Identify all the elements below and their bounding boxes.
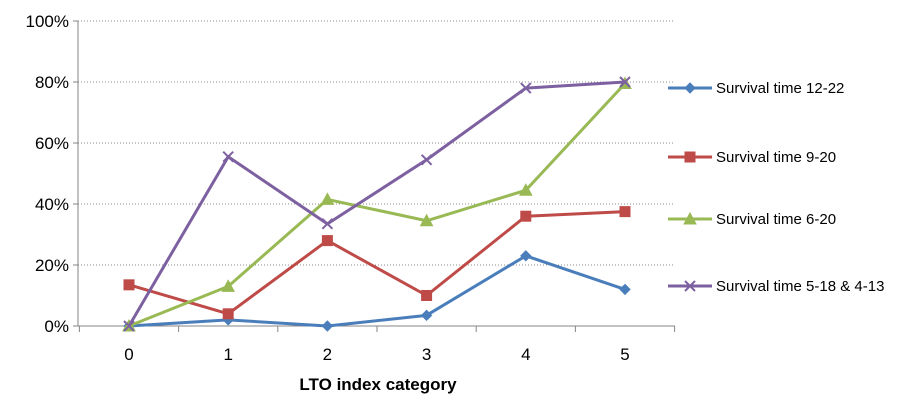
axes	[77, 21, 675, 327]
x-tick-label: 4	[521, 345, 530, 364]
data-point	[520, 210, 532, 222]
legend-marker	[684, 151, 696, 163]
series-line	[127, 80, 626, 327]
y-tick-label: 40%	[35, 195, 69, 214]
y-tick-label: 60%	[35, 134, 69, 153]
data-point	[123, 279, 135, 291]
data-point	[222, 151, 234, 163]
data-point	[222, 308, 234, 320]
legend-item-1: Survival time 12-22	[668, 80, 844, 97]
x-axis-ticks: 0 1 2 3 4 5	[78, 326, 676, 364]
legend-item-3: Survival time 6-20	[668, 211, 836, 228]
series-line	[128, 210, 626, 316]
data-point	[419, 213, 434, 227]
grid-lines	[78, 20, 675, 266]
data-point	[520, 82, 532, 94]
y-tick-label: 0%	[44, 317, 69, 336]
data-point	[619, 76, 631, 88]
legend-marker	[684, 82, 696, 94]
y-axis-ticks: 0% 20% 40% 60% 80% 100%	[26, 12, 78, 336]
legend-label: Survival time 5-18 & 4-13	[716, 278, 884, 295]
data-point	[619, 283, 631, 296]
data-point	[321, 235, 333, 247]
series-1	[123, 250, 631, 332]
legend-label: Survival time 6-20	[716, 211, 836, 228]
legend-item-4: Survival time 5-18 & 4-13	[668, 278, 884, 295]
legend-label: Survival time 9-20	[716, 149, 836, 166]
series-group	[122, 76, 632, 332]
data-point	[520, 250, 532, 262]
x-tick-label: 2	[323, 345, 332, 364]
x-tick-label: 0	[124, 345, 133, 364]
data-point	[420, 309, 433, 322]
legend-marker	[684, 280, 696, 292]
x-tick-label: 3	[422, 345, 431, 364]
series-line	[128, 254, 626, 328]
data-point	[321, 218, 334, 230]
legend: Survival time 12-22 Survival time 9-20 Sur…	[668, 80, 884, 295]
series-2	[123, 206, 631, 320]
y-tick-label: 80%	[35, 73, 69, 92]
data-point	[619, 206, 631, 218]
data-point	[320, 192, 335, 205]
data-point	[420, 154, 433, 166]
data-point	[421, 290, 433, 301]
series-line	[128, 82, 627, 328]
legend-marker	[683, 211, 697, 225]
series-4	[123, 76, 631, 332]
y-tick-label: 100%	[26, 12, 69, 31]
x-tick-label: 1	[223, 345, 232, 364]
data-point	[518, 183, 533, 196]
x-axis-title: LTO index category	[299, 375, 457, 394]
legend-label: Survival time 12-22	[716, 80, 844, 97]
legend-item-2: Survival time 9-20	[668, 149, 836, 166]
data-point	[221, 279, 236, 292]
data-point	[123, 320, 135, 332]
y-tick-label: 20%	[35, 256, 69, 275]
data-point	[321, 320, 334, 332]
x-tick-label: 5	[620, 345, 629, 364]
